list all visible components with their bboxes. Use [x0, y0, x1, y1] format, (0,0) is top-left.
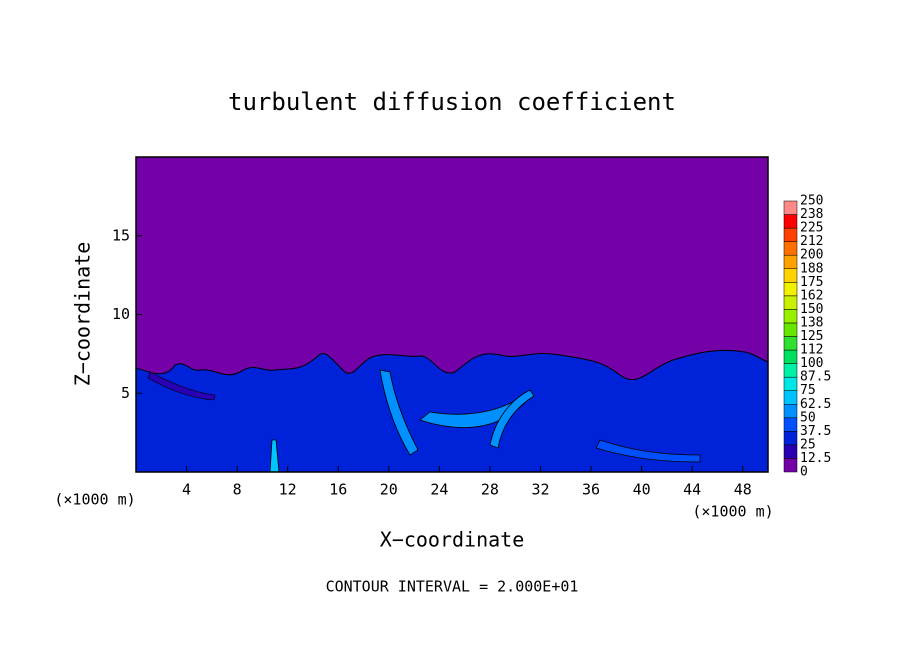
colorbar-label: 0: [800, 465, 808, 480]
colorbar-label: 162: [800, 288, 823, 303]
x-tick-label: 44: [683, 481, 701, 499]
x-tick-label: 28: [481, 481, 499, 499]
colorbar-label: 62.5: [800, 397, 831, 412]
field-region: [136, 349, 768, 472]
colorbar-swatch: [783, 241, 798, 256]
colorbar-label: 12.5: [800, 451, 831, 466]
colorbar-swatch: [783, 431, 798, 446]
colorbar-label: 50: [800, 410, 816, 425]
colorbar-swatch: [783, 336, 798, 351]
colorbar-swatch: [783, 295, 798, 310]
field-streak: [489, 389, 535, 449]
colorbar-label: 212: [800, 234, 823, 249]
x-axis-label: X−coordinate: [380, 528, 525, 552]
colorbar-swatch: [783, 417, 798, 432]
x-tick-label: 8: [233, 481, 242, 499]
colorbar-swatch: [783, 282, 798, 297]
x-unit: (×1000 m): [692, 503, 773, 521]
footer-note: CONTOUR INTERVAL = 2.000E+01: [326, 578, 579, 596]
colorbar-swatch: [783, 309, 798, 324]
colorbar-swatch: [783, 390, 798, 405]
colorbar-swatch: [783, 214, 798, 229]
colorbar-swatch: [783, 349, 798, 364]
field-streak: [595, 439, 701, 463]
plot-area: [136, 157, 768, 472]
colorbar-label: 112: [800, 343, 823, 358]
y-tick-label: 10: [112, 305, 130, 323]
y-axis-label: Z−coordinate: [71, 242, 95, 387]
field-streak: [269, 439, 280, 472]
colorbar-label: 100: [800, 356, 823, 371]
y-tick-label: 15: [112, 226, 130, 244]
colorbar-label: 75: [800, 383, 816, 398]
colorbar-label: 150: [800, 302, 823, 317]
x-tick-label: 24: [430, 481, 448, 499]
x-unit: (×1000 m): [54, 491, 135, 509]
x-tick-label: 20: [380, 481, 398, 499]
x-tick-label: 40: [633, 481, 651, 499]
colorbar-swatch: [783, 404, 798, 419]
colorbar-label: 238: [800, 207, 823, 222]
field-streak: [147, 371, 216, 401]
colorbar-label: 125: [800, 329, 823, 344]
colorbar-swatch: [783, 227, 798, 242]
colorbar-swatch: [783, 200, 798, 215]
colorbar-label: 188: [800, 261, 823, 276]
colorbar-label: 200: [800, 248, 823, 263]
y-tick-label: 5: [121, 384, 130, 402]
colorbar-label: 138: [800, 315, 823, 330]
x-tick-label: 12: [279, 481, 297, 499]
colorbar-swatch: [783, 444, 798, 459]
colorbar-label: 87.5: [800, 370, 831, 385]
colorbar-label: 250: [800, 194, 823, 209]
x-tick-label: 4: [182, 481, 191, 499]
colorbar-swatch: [783, 458, 798, 473]
chart-title: turbulent diffusion coefficient: [228, 88, 676, 116]
colorbar-label: 25: [800, 437, 816, 452]
x-tick-label: 16: [329, 481, 347, 499]
x-tick-label: 48: [734, 481, 752, 499]
colorbar-swatch: [783, 268, 798, 283]
colorbar-swatch: [783, 363, 798, 378]
colorbar-label: 175: [800, 275, 823, 290]
colorbar-label: 37.5: [800, 424, 831, 439]
colorbar-swatch: [783, 376, 798, 391]
colorbar-swatch: [783, 254, 798, 269]
field-streak: [379, 369, 419, 456]
colorbar-swatch: [783, 322, 798, 337]
x-tick-label: 36: [582, 481, 600, 499]
x-tick-label: 32: [531, 481, 549, 499]
colorbar-label: 225: [800, 221, 823, 236]
